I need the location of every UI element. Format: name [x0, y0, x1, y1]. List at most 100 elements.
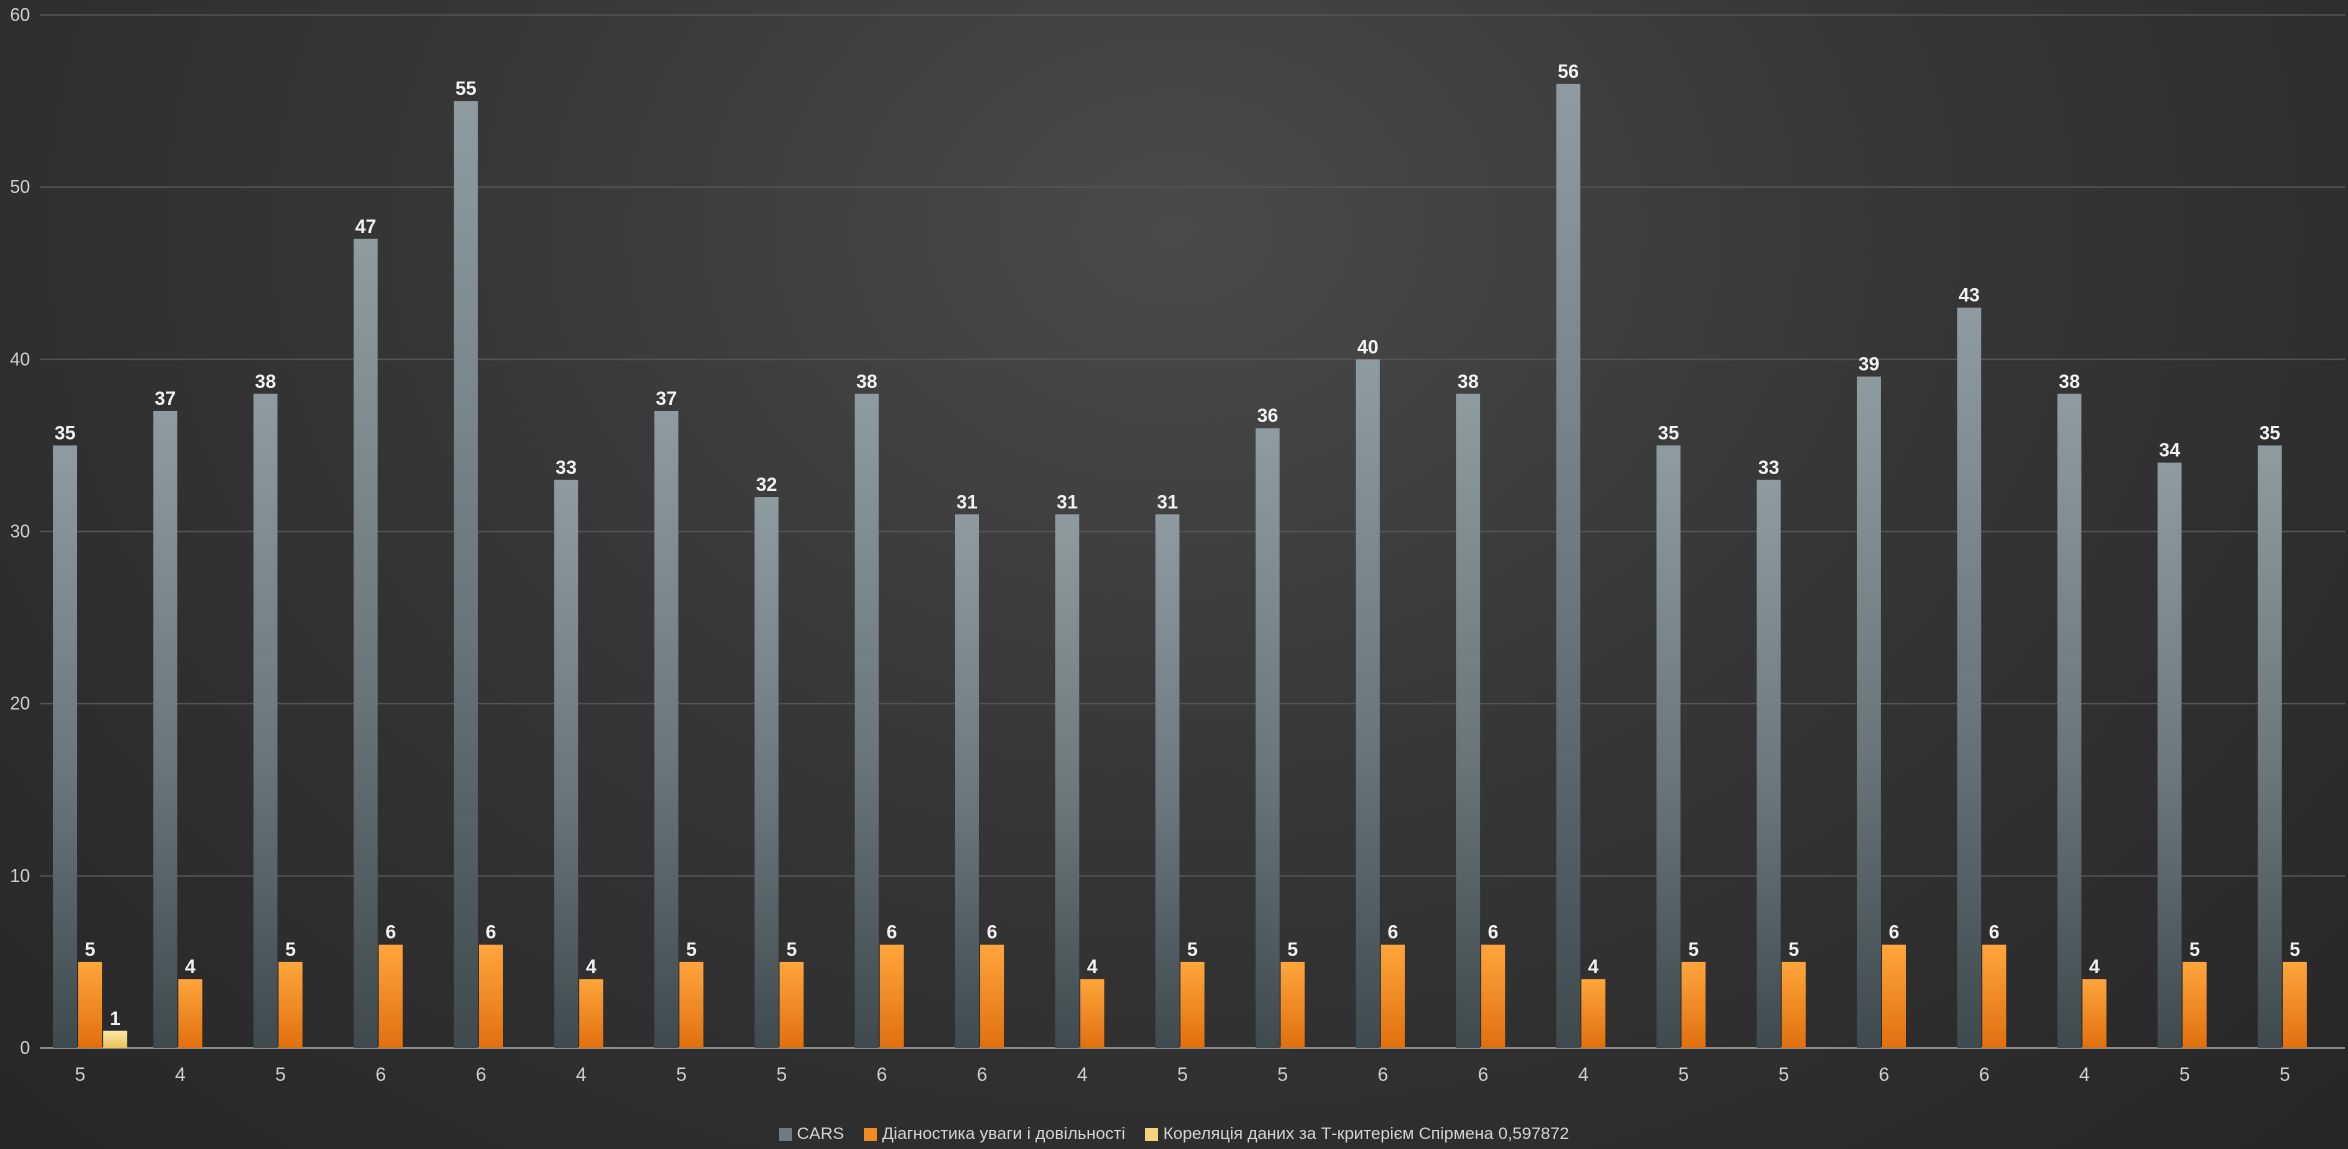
bar-cars — [353, 238, 378, 1049]
data-label-cars: 35 — [1658, 423, 1680, 444]
x-tick-label: 5 — [676, 1065, 687, 1086]
data-label-cars: 33 — [556, 458, 577, 479]
bar-attention — [2282, 961, 2307, 1048]
data-label-correlation: 1 — [110, 1009, 121, 1030]
data-label-attention: 5 — [2290, 940, 2301, 961]
x-tick-label: 6 — [977, 1065, 988, 1086]
y-tick-label: 20 — [10, 694, 30, 714]
data-label-cars: 43 — [1959, 286, 1980, 307]
data-label-attention: 5 — [1187, 940, 1198, 961]
bar-attention — [1080, 979, 1105, 1048]
x-tick-label: 6 — [375, 1065, 386, 1086]
bar-cars — [2057, 393, 2082, 1048]
data-label-cars: 38 — [1458, 372, 1479, 393]
bar-cars — [253, 393, 278, 1048]
x-tick-label: 6 — [1879, 1065, 1890, 1086]
y-axis-tick-labels: 0 10 20 30 40 50 60 — [10, 5, 30, 1058]
x-tick-label: 6 — [1478, 1065, 1489, 1086]
bar-cars — [453, 101, 478, 1049]
data-label-attention: 5 — [1287, 940, 1298, 961]
data-label-attention: 5 — [786, 940, 797, 961]
bar-attention — [1481, 944, 1506, 1048]
data-label-cars: 37 — [656, 389, 677, 410]
y-tick-label: 0 — [20, 1038, 30, 1058]
y-tick-label: 50 — [10, 177, 30, 197]
x-tick-label: 5 — [1177, 1065, 1188, 1086]
legend-item-correlation: Кореляція даних за Т-критерієм Спірмена … — [1145, 1124, 1569, 1144]
data-label-attention: 4 — [1588, 957, 1599, 978]
data-label-cars: 34 — [2159, 441, 2181, 462]
bar-cars — [53, 445, 78, 1049]
x-tick-label: 5 — [1277, 1065, 1288, 1086]
legend-label-attention: Діагностика уваги і довільності — [882, 1124, 1126, 1143]
bar-attention — [1581, 979, 1606, 1048]
data-label-cars: 31 — [956, 492, 978, 513]
data-label-attention: 5 — [1688, 940, 1699, 961]
data-label-attention: 4 — [2089, 957, 2100, 978]
legend-item-cars: CARS — [778, 1124, 845, 1144]
data-label-attention: 6 — [987, 923, 998, 944]
bar-attention — [1681, 961, 1706, 1048]
data-label-cars: 38 — [2059, 372, 2080, 393]
bar-attention — [1280, 961, 1305, 1048]
data-label-attention: 6 — [1388, 923, 1399, 944]
bar-attention — [78, 961, 103, 1048]
legend-label-cars: CARS — [796, 1124, 845, 1143]
legend-label-correlation: Кореляція даних за Т-критерієм Спірмена … — [1163, 1124, 1570, 1143]
bar-attention — [1180, 961, 1205, 1048]
data-label-cars: 39 — [1858, 355, 1879, 376]
legend-swatch-cars — [778, 1127, 792, 1141]
bar-attention — [178, 979, 203, 1048]
legend: CARS Діагностика уваги і довільності Кор… — [0, 1122, 2348, 1146]
x-tick-label: 5 — [75, 1065, 86, 1086]
x-axis-tick-labels: 5 4 5 6 6 4 5 5 6 6 4 5 5 6 6 4 5 5 6 6 4 5 5 — [75, 1065, 2290, 1086]
data-label-cars: 31 — [1057, 492, 1079, 513]
data-label-cars: 47 — [355, 217, 376, 238]
data-label-cars: 35 — [2259, 423, 2281, 444]
x-tick-label: 6 — [1378, 1065, 1389, 1086]
bar-cars — [854, 393, 879, 1048]
gridlines — [40, 14, 2345, 1049]
data-label-attention: 5 — [285, 940, 296, 961]
legend-swatch-attention — [864, 1127, 878, 1141]
x-tick-label: 6 — [1979, 1065, 1990, 1086]
bar-cars — [654, 410, 679, 1048]
data-label-attention: 5 — [2189, 940, 2200, 961]
bar-attention — [980, 944, 1005, 1048]
data-label-attention: 4 — [1087, 957, 1098, 978]
x-tick-label: 6 — [877, 1065, 888, 1086]
data-label-attention: 5 — [686, 940, 697, 961]
data-label-cars: 55 — [455, 79, 477, 100]
data-label-attention: 4 — [185, 957, 196, 978]
bar-cars — [554, 479, 579, 1049]
data-label-attention: 6 — [1889, 923, 1900, 944]
legend-swatch-correlation — [1145, 1127, 1159, 1141]
x-tick-label: 5 — [2179, 1065, 2190, 1086]
x-tick-label: 5 — [1678, 1065, 1689, 1086]
bar-attention — [1982, 944, 2007, 1048]
data-label-attention: 6 — [887, 923, 898, 944]
bar-attention — [679, 961, 704, 1048]
data-label-attention: 4 — [586, 957, 597, 978]
bar-cars — [1856, 376, 1881, 1048]
data-label-cars: 35 — [54, 423, 76, 444]
bar-cars — [1255, 428, 1280, 1048]
bar-correlation — [103, 1030, 128, 1048]
bar-cars — [1456, 393, 1481, 1048]
bar-attention — [1881, 944, 1906, 1048]
y-tick-label: 60 — [10, 5, 30, 25]
y-tick-label: 30 — [10, 522, 30, 542]
data-label-cars: 32 — [756, 475, 777, 496]
data-label-attention: 6 — [1989, 923, 2000, 944]
bar-attention — [879, 944, 904, 1048]
bar-attention — [478, 944, 503, 1048]
x-tick-label: 5 — [776, 1065, 787, 1086]
data-label-attention: 5 — [1788, 940, 1799, 961]
data-label-cars: 38 — [255, 372, 276, 393]
data-label-attention: 6 — [486, 923, 497, 944]
bar-cars — [153, 410, 178, 1048]
y-tick-label: 10 — [10, 866, 30, 886]
